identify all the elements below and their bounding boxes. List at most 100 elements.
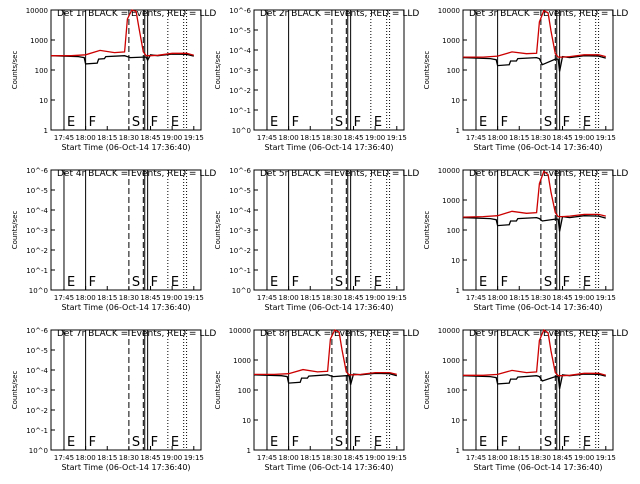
- y-tick-label: 10^-1: [229, 107, 251, 115]
- plot-frame: [253, 169, 405, 291]
- marker-label: E: [374, 275, 382, 290]
- x-tick-label: 17:45: [466, 454, 486, 462]
- y-tick-label: 10^-4: [26, 367, 48, 375]
- x-tick-label: 19:00: [365, 294, 385, 302]
- marker-label: S: [544, 275, 552, 290]
- plot-frame: [253, 9, 405, 131]
- y-tick-label: 10^-2: [26, 407, 48, 415]
- marker-label: S: [335, 115, 343, 130]
- x-axis-label: Start Time (06-Oct-14 17:36:40): [264, 143, 393, 152]
- x-tick-label: 18:00: [76, 454, 96, 462]
- marker-label: E: [479, 115, 487, 130]
- events-line: [253, 372, 397, 385]
- y-axis-label: Counts/sec: [423, 211, 431, 250]
- y-axis-label: Counts/sec: [214, 211, 222, 250]
- y-tick-label: 100: [447, 387, 460, 395]
- marker-label: E: [67, 275, 75, 290]
- x-tick-label: 18:30: [119, 134, 139, 142]
- y-tick-label: 10^-2: [229, 247, 251, 255]
- x-tick-label: 18:00: [76, 294, 96, 302]
- marker-label: F: [501, 435, 508, 450]
- y-axis-label: Counts/sec: [214, 371, 222, 410]
- x-tick-label: 19:15: [184, 454, 204, 462]
- plot-frame: [462, 9, 614, 131]
- x-tick-label: 18:30: [531, 294, 551, 302]
- x-tick-label: 18:45: [552, 294, 572, 302]
- x-tick-label: 19:00: [365, 454, 385, 462]
- marker-label: F: [354, 435, 361, 450]
- y-tick-label: 10000: [229, 327, 251, 335]
- x-axis-label: Start Time (06-Oct-14 17:36:40): [473, 303, 602, 312]
- x-tick-label: 18:30: [322, 454, 342, 462]
- y-tick-label: 10: [242, 417, 251, 425]
- x-tick-label: 18:00: [279, 134, 299, 142]
- x-tick-label: 17:45: [257, 294, 277, 302]
- panel-title: Det 6r BLACK = Events, RED = LLD: [469, 169, 628, 179]
- y-tick-label: 10000: [26, 7, 48, 15]
- y-tick-label: 10^-3: [26, 387, 48, 395]
- marker-label: F: [151, 435, 158, 450]
- x-tick-label: 17:45: [54, 454, 74, 462]
- marker-label: E: [374, 115, 382, 130]
- marker-label: F: [292, 115, 299, 130]
- x-tick-label: 17:45: [257, 134, 277, 142]
- marker-label: F: [501, 275, 508, 290]
- x-tick-label: 18:45: [343, 134, 363, 142]
- marker-label: F: [151, 275, 158, 290]
- marker-label: E: [479, 435, 487, 450]
- panel-title: Det 4r BLACK = Events, RED = LLD: [57, 169, 216, 179]
- x-tick-label: 18:30: [322, 134, 342, 142]
- y-tick-label: 10^-5: [26, 187, 48, 195]
- y-tick-label: 10^0: [232, 287, 251, 295]
- y-tick-label: 10^-4: [229, 47, 251, 55]
- x-tick-label: 19:15: [387, 134, 407, 142]
- x-axis-label: Start Time (06-Oct-14 17:36:40): [264, 463, 393, 472]
- x-tick-label: 18:45: [552, 134, 572, 142]
- x-tick-label: 19:00: [162, 294, 182, 302]
- y-axis-label: Counts/sec: [11, 371, 19, 410]
- marker-label: S: [335, 435, 343, 450]
- plot-frame: [462, 329, 614, 451]
- y-tick-label: 1: [44, 127, 48, 135]
- y-tick-label: 10^-2: [26, 247, 48, 255]
- marker-label: E: [270, 275, 278, 290]
- marker-label: F: [563, 435, 570, 450]
- x-tick-label: 17:45: [466, 134, 486, 142]
- events-line: [462, 215, 606, 232]
- marker-label: F: [292, 435, 299, 450]
- lld-line: [462, 170, 606, 218]
- x-tick-label: 18:00: [279, 454, 299, 462]
- y-tick-label: 10^-5: [229, 187, 251, 195]
- x-tick-label: 18:15: [300, 294, 320, 302]
- y-tick-label: 1000: [442, 197, 460, 205]
- lld-line: [463, 9, 606, 58]
- y-tick-label: 10^-4: [229, 207, 251, 215]
- marker-label: E: [270, 435, 278, 450]
- marker-label: S: [132, 115, 140, 130]
- plot-frame: [462, 169, 614, 291]
- marker-label: F: [563, 275, 570, 290]
- y-tick-label: 10000: [438, 167, 460, 175]
- x-tick-label: 19:00: [574, 294, 594, 302]
- y-tick-label: 10^-5: [26, 347, 48, 355]
- y-tick-label: 10: [39, 97, 48, 105]
- marker-label: E: [67, 435, 75, 450]
- x-tick-label: 19:00: [574, 134, 594, 142]
- plot-frame: [50, 329, 202, 451]
- y-tick-label: 10^-5: [229, 27, 251, 35]
- x-tick-label: 19:15: [596, 134, 616, 142]
- x-tick-label: 19:15: [184, 294, 204, 302]
- y-tick-label: 10: [451, 417, 460, 425]
- y-tick-label: 10^-3: [229, 227, 251, 235]
- y-tick-label: 10^-6: [229, 7, 251, 15]
- y-tick-label: 10^0: [232, 127, 251, 135]
- marker-label: F: [89, 275, 96, 290]
- y-tick-label: 1: [456, 287, 460, 295]
- x-tick-label: 19:00: [574, 454, 594, 462]
